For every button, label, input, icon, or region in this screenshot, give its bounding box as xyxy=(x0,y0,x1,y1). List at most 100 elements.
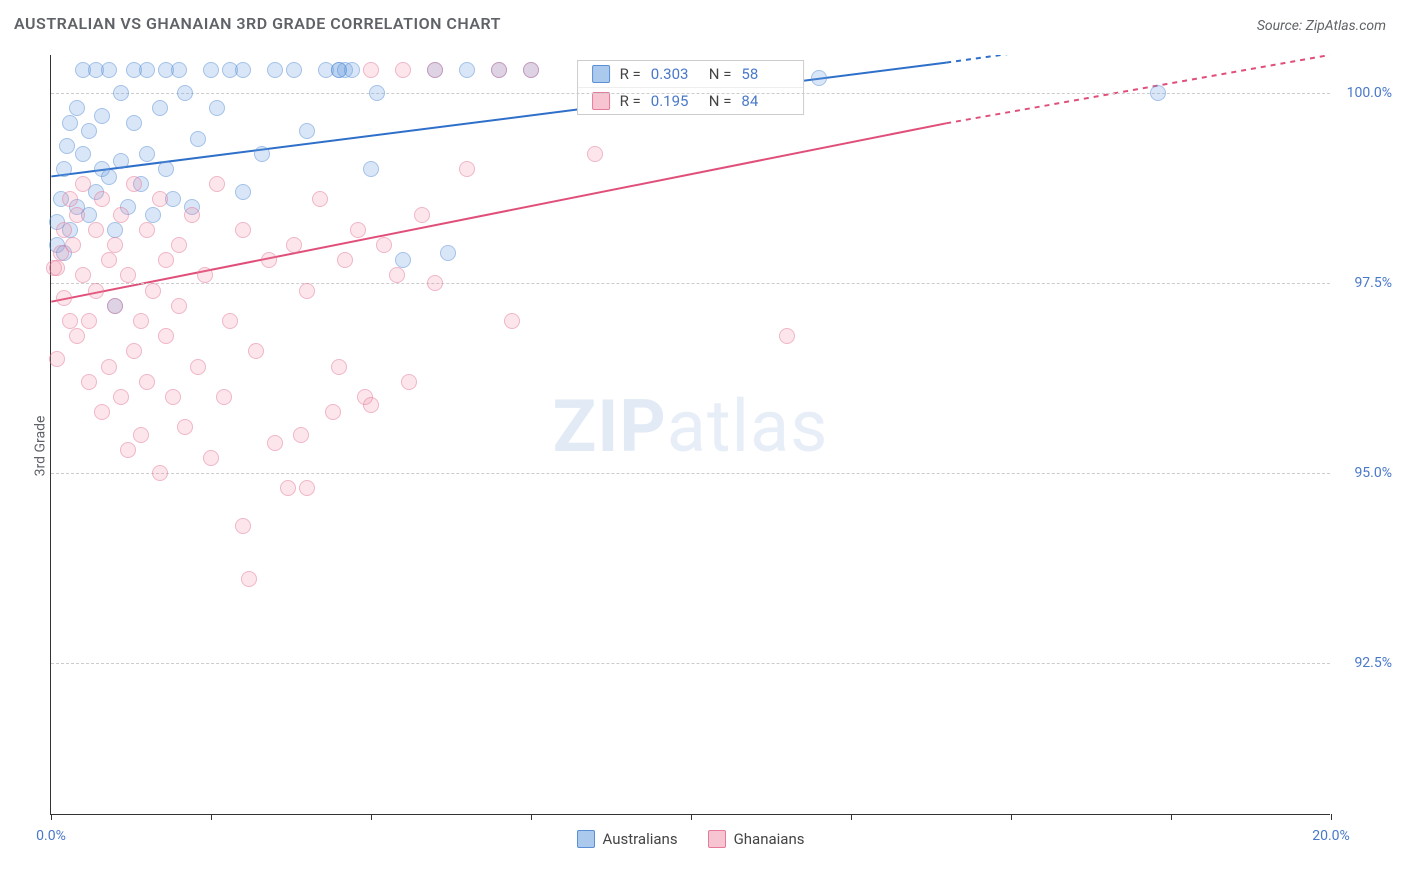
x-tick xyxy=(211,814,212,820)
legend-label: Australians xyxy=(603,830,678,848)
data-point xyxy=(190,131,206,147)
data-point xyxy=(280,480,296,496)
data-point xyxy=(94,108,110,124)
data-point xyxy=(75,267,91,283)
r-label: R = xyxy=(620,92,641,110)
legend-swatch xyxy=(577,830,595,848)
data-point xyxy=(293,427,309,443)
data-point xyxy=(299,123,315,139)
data-point xyxy=(504,313,520,329)
gridline xyxy=(51,93,1330,94)
data-point xyxy=(331,359,347,375)
data-point xyxy=(101,252,117,268)
x-tick xyxy=(371,814,372,820)
data-point xyxy=(158,252,174,268)
data-point xyxy=(286,62,302,78)
data-point xyxy=(49,260,65,276)
data-point xyxy=(94,404,110,420)
data-point xyxy=(88,283,104,299)
x-tick-major xyxy=(51,814,52,820)
data-point xyxy=(152,191,168,207)
data-point xyxy=(363,397,379,413)
data-point xyxy=(107,222,123,238)
legend-swatch xyxy=(592,65,610,83)
data-point xyxy=(62,115,78,131)
data-point xyxy=(401,374,417,390)
data-point xyxy=(126,176,142,192)
n-value: 84 xyxy=(741,92,789,110)
data-point xyxy=(107,298,123,314)
gridline xyxy=(51,663,1330,664)
n-value: 58 xyxy=(741,65,789,83)
data-point xyxy=(165,389,181,405)
data-point xyxy=(395,62,411,78)
data-point xyxy=(344,62,360,78)
data-point xyxy=(235,184,251,200)
data-point xyxy=(75,146,91,162)
data-point xyxy=(69,328,85,344)
data-point xyxy=(235,518,251,534)
y-tick-label: 100.0% xyxy=(1347,85,1392,101)
data-point xyxy=(369,85,385,101)
data-point xyxy=(152,465,168,481)
data-point xyxy=(101,359,117,375)
watermark-rest: atlas xyxy=(667,384,829,469)
y-tick-label: 92.5% xyxy=(1354,655,1392,671)
data-point xyxy=(209,100,225,116)
data-point xyxy=(139,222,155,238)
data-point xyxy=(312,191,328,207)
data-point xyxy=(177,85,193,101)
data-point xyxy=(113,207,129,223)
x-tick xyxy=(1171,814,1172,820)
data-point xyxy=(120,442,136,458)
data-point xyxy=(158,161,174,177)
data-point xyxy=(62,191,78,207)
watermark-bold: ZIP xyxy=(553,384,667,469)
chart-title: AUSTRALIAN VS GHANAIAN 3RD GRADE CORRELA… xyxy=(14,14,501,33)
data-point xyxy=(325,404,341,420)
data-point xyxy=(363,62,379,78)
data-point xyxy=(395,252,411,268)
x-tick xyxy=(851,814,852,820)
data-point xyxy=(56,222,72,238)
data-point xyxy=(811,70,827,86)
correlation-chart: AUSTRALIAN VS GHANAIAN 3RD GRADE CORRELA… xyxy=(0,0,1406,892)
data-point xyxy=(171,237,187,253)
data-point xyxy=(62,313,78,329)
data-point xyxy=(133,427,149,443)
data-point xyxy=(177,419,193,435)
data-point xyxy=(491,62,507,78)
data-point xyxy=(203,450,219,466)
legend-swatch xyxy=(708,830,726,848)
data-point xyxy=(152,100,168,116)
data-point xyxy=(81,374,97,390)
x-tick-label: 20.0% xyxy=(1312,828,1350,844)
legend-label: Ghanaians xyxy=(734,830,805,848)
data-point xyxy=(113,389,129,405)
data-point xyxy=(145,283,161,299)
data-point xyxy=(59,138,75,154)
data-point xyxy=(587,146,603,162)
data-point xyxy=(248,343,264,359)
x-tick-label: 0.0% xyxy=(36,828,66,844)
data-point xyxy=(81,313,97,329)
data-point xyxy=(267,435,283,451)
data-point xyxy=(101,62,117,78)
data-point xyxy=(459,62,475,78)
data-point xyxy=(120,267,136,283)
data-point xyxy=(427,62,443,78)
data-point xyxy=(376,237,392,253)
data-point xyxy=(286,237,302,253)
data-point xyxy=(171,298,187,314)
data-point xyxy=(267,62,283,78)
data-point xyxy=(94,191,110,207)
gridline xyxy=(51,283,1330,284)
data-point xyxy=(241,571,257,587)
data-point xyxy=(209,176,225,192)
series-legend: Australians Ghanaians xyxy=(577,830,805,848)
data-point xyxy=(56,161,72,177)
x-tick xyxy=(531,814,532,820)
x-tick xyxy=(1011,814,1012,820)
data-point xyxy=(235,62,251,78)
data-point xyxy=(101,169,117,185)
